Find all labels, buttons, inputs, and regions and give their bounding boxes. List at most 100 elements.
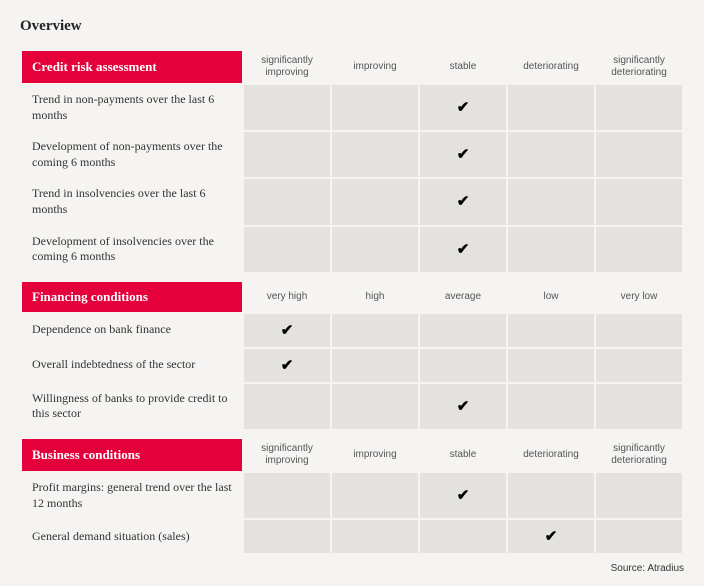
row-label: Dependence on bank finance <box>22 314 242 347</box>
sections-container: Credit risk assessmentsignificantly impr… <box>20 49 684 555</box>
data-cell: ✔ <box>420 132 506 177</box>
check-icon: ✔ <box>457 242 470 258</box>
check-icon: ✔ <box>457 100 470 116</box>
section: Financing conditionsvery highhighaverage… <box>20 280 684 431</box>
data-cell <box>596 314 682 347</box>
data-cell <box>596 473 682 518</box>
row-label: Development of non-payments over the com… <box>22 132 242 177</box>
check-icon: ✔ <box>457 399 470 415</box>
check-icon: ✔ <box>281 358 294 374</box>
data-cell <box>596 179 682 224</box>
check-icon: ✔ <box>457 194 470 210</box>
row-label: General demand situation (sales) <box>22 520 242 553</box>
section-header-row: Credit risk assessmentsignificantly impr… <box>22 51 682 83</box>
data-cell <box>332 349 418 382</box>
check-icon: ✔ <box>457 488 470 504</box>
data-cell <box>420 349 506 382</box>
assessment-table: Credit risk assessmentsignificantly impr… <box>20 49 684 274</box>
data-cell <box>420 520 506 553</box>
column-header: stable <box>420 51 506 83</box>
column-header: very high <box>244 282 330 312</box>
table-row: Dependence on bank finance ✔ <box>22 314 682 347</box>
column-header: high <box>332 282 418 312</box>
row-label: Overall indebtedness of the sector <box>22 349 242 382</box>
check-icon: ✔ <box>281 323 294 339</box>
data-cell <box>332 85 418 130</box>
column-header: deteriorating <box>508 439 594 471</box>
table-row: Profit margins: general trend over the l… <box>22 473 682 518</box>
table-row: General demand situation (sales) ✔ <box>22 520 682 553</box>
column-header: improving <box>332 439 418 471</box>
data-cell <box>508 473 594 518</box>
data-cell <box>244 473 330 518</box>
column-header: significantly improving <box>244 51 330 83</box>
table-row: Willingness of banks to provide credit t… <box>22 384 682 429</box>
check-icon: ✔ <box>545 529 558 545</box>
data-cell <box>508 227 594 272</box>
data-cell <box>332 179 418 224</box>
data-cell <box>508 85 594 130</box>
row-label: Profit margins: general trend over the l… <box>22 473 242 518</box>
source-label: Source: Atradius <box>20 563 684 574</box>
column-header: deteriorating <box>508 51 594 83</box>
data-cell: ✔ <box>420 384 506 429</box>
section-header-row: Financing conditionsvery highhighaverage… <box>22 282 682 312</box>
data-cell <box>244 179 330 224</box>
table-row: Development of non-payments over the com… <box>22 132 682 177</box>
data-cell: ✔ <box>420 179 506 224</box>
column-header: stable <box>420 439 506 471</box>
column-header: significantly deteriorating <box>596 51 682 83</box>
data-cell <box>596 227 682 272</box>
data-cell <box>420 314 506 347</box>
data-cell <box>596 349 682 382</box>
section-title: Financing conditions <box>22 282 242 312</box>
row-label: Development of insolvencies over the com… <box>22 227 242 272</box>
data-cell <box>596 384 682 429</box>
assessment-table: Financing conditionsvery highhighaverage… <box>20 280 684 431</box>
table-row: Trend in insolvencies over the last 6 mo… <box>22 179 682 224</box>
data-cell <box>332 314 418 347</box>
column-header: improving <box>332 51 418 83</box>
data-cell <box>332 384 418 429</box>
check-icon: ✔ <box>457 147 470 163</box>
page-title: Overview <box>20 18 684 35</box>
data-cell: ✔ <box>244 349 330 382</box>
data-cell <box>596 132 682 177</box>
row-label: Willingness of banks to provide credit t… <box>22 384 242 429</box>
data-cell: ✔ <box>508 520 594 553</box>
data-cell: ✔ <box>420 85 506 130</box>
data-cell: ✔ <box>420 227 506 272</box>
data-cell <box>244 85 330 130</box>
data-cell <box>332 132 418 177</box>
row-label: Trend in insolvencies over the last 6 mo… <box>22 179 242 224</box>
data-cell <box>508 314 594 347</box>
data-cell <box>244 520 330 553</box>
table-row: Overall indebtedness of the sector ✔ <box>22 349 682 382</box>
data-cell <box>244 384 330 429</box>
data-cell: ✔ <box>244 314 330 347</box>
data-cell <box>244 227 330 272</box>
row-label: Trend in non-payments over the last 6 mo… <box>22 85 242 130</box>
column-header: significantly improving <box>244 439 330 471</box>
column-header: significantly deteriorating <box>596 439 682 471</box>
table-row: Trend in non-payments over the last 6 mo… <box>22 85 682 130</box>
data-cell <box>508 179 594 224</box>
section-title: Credit risk assessment <box>22 51 242 83</box>
section: Credit risk assessmentsignificantly impr… <box>20 49 684 274</box>
data-cell: ✔ <box>420 473 506 518</box>
section-title: Business conditions <box>22 439 242 471</box>
data-cell <box>332 520 418 553</box>
section: Business conditionssignificantly improvi… <box>20 437 684 555</box>
column-header: low <box>508 282 594 312</box>
data-cell <box>596 85 682 130</box>
data-cell <box>508 349 594 382</box>
data-cell <box>332 227 418 272</box>
data-cell <box>508 384 594 429</box>
data-cell <box>508 132 594 177</box>
assessment-table: Business conditionssignificantly improvi… <box>20 437 684 555</box>
data-cell <box>244 132 330 177</box>
data-cell <box>332 473 418 518</box>
column-header: average <box>420 282 506 312</box>
section-header-row: Business conditionssignificantly improvi… <box>22 439 682 471</box>
column-header: very low <box>596 282 682 312</box>
